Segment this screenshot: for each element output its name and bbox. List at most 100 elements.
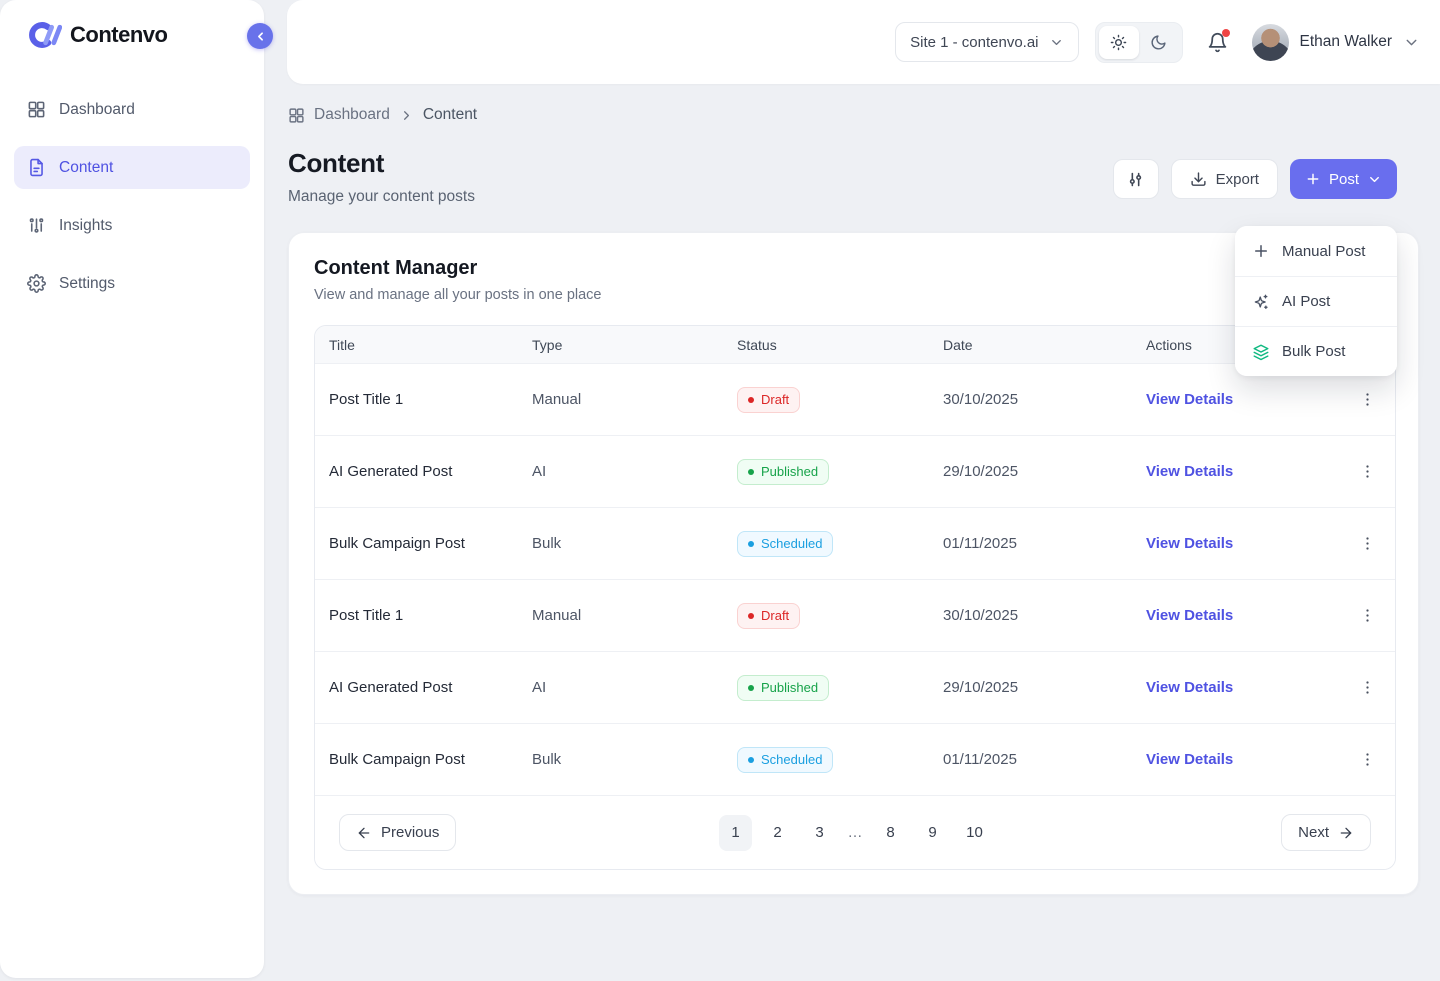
sidebar-item-dashboard[interactable]: Dashboard [14,88,250,131]
menu-item-label: AI Post [1282,293,1331,310]
arrow-right-icon [1338,825,1354,841]
status-badge: Published [737,458,830,485]
bell-icon [1207,32,1228,53]
sidebar-item-label: Content [59,158,114,176]
view-details-link[interactable]: View Details [1146,679,1234,696]
menu-item-manual-post[interactable]: Manual Post [1235,226,1397,276]
status-dot-icon [748,612,754,619]
contenvo-logo-icon [24,20,62,50]
post-button[interactable]: Post [1289,159,1397,199]
arrow-left-icon [356,825,372,841]
row-menu-button[interactable] [1339,607,1395,624]
table-row: AI Generated Post AI Published 29/10/202… [315,435,1395,507]
layers-icon [1252,343,1270,361]
view-details-link[interactable]: View Details [1146,463,1234,480]
page-title: Content [288,148,385,178]
table-row: Bulk Campaign Post Bulk Scheduled 01/11/… [315,723,1395,795]
next-page-button[interactable]: Next [1281,814,1371,851]
kebab-icon [1359,607,1376,624]
status-dot-icon [748,468,754,475]
next-label: Next [1298,824,1329,841]
menu-item-bulk-post[interactable]: Bulk Post [1235,326,1397,376]
column-header-date: Date [943,336,973,353]
chevron-down-icon [1367,172,1382,187]
sidebar-item-content[interactable]: Content [14,146,250,189]
filter-button[interactable] [1112,159,1159,199]
menu-item-label: Manual Post [1282,242,1366,260]
dashboard-grid-icon [288,107,305,124]
post-dropdown-menu: Manual Post AI Post Bulk Post [1235,226,1397,376]
column-header-type: Type [532,336,563,353]
sidebar-item-label: Settings [59,274,116,292]
view-details-link[interactable]: View Details [1146,751,1234,768]
sidebar-item-insights[interactable]: Insights [14,204,250,247]
page-number[interactable]: 9 [928,824,937,841]
page-number[interactable]: 2 [773,824,782,841]
column-header-status: Status [737,336,777,353]
chevron-right-icon [399,108,414,123]
status-dot-icon [748,756,754,763]
status-badge: Scheduled [737,530,834,557]
avatar [1251,23,1289,61]
plus-icon [1252,242,1270,260]
breadcrumb-root[interactable]: Dashboard [314,106,390,123]
chevron-down-icon [1049,35,1064,50]
site-selector-value: Site 1 - contenvo.ai [910,33,1039,51]
view-details-link[interactable]: View Details [1146,607,1234,624]
column-header-actions: Actions [1146,336,1192,353]
chevron-down-icon [1403,34,1420,51]
menu-item-label: Bulk Post [1282,343,1346,360]
plus-icon [1305,171,1321,187]
dashboard-grid-icon [27,100,46,119]
post-type: Bulk [532,751,562,768]
menu-item-ai-post[interactable]: AI Post [1235,276,1397,326]
post-button-label: Post [1328,170,1359,188]
sidebar-collapse-button[interactable] [247,23,273,49]
post-type: Manual [532,607,582,624]
sun-icon [1110,34,1127,51]
topbar: Site 1 - contenvo.ai [287,0,1440,84]
site-selector-dropdown[interactable]: Site 1 - contenvo.ai [895,22,1079,62]
page-header: Content Manage your content posts Export [288,148,1419,206]
breadcrumb: Dashboard Content [288,106,1419,124]
page-number[interactable]: 8 [886,824,895,841]
view-details-link[interactable]: View Details [1146,535,1234,552]
notifications-button[interactable] [1207,28,1230,53]
post-type: AI [532,463,547,480]
posts-table: Title Type Status Date Actions Post Titl… [314,325,1396,870]
page-number[interactable]: 1 [719,814,752,851]
previous-label: Previous [381,824,440,841]
row-menu-button[interactable] [1339,463,1395,480]
kebab-icon [1359,535,1376,552]
export-button[interactable]: Export [1170,159,1278,199]
dark-mode-button[interactable] [1139,26,1179,59]
post-date: 01/11/2025 [943,751,1017,768]
user-menu[interactable]: Ethan Walker [1251,23,1420,61]
status-badge: Draft [737,386,801,413]
light-mode-button[interactable] [1098,25,1139,59]
sidebar: Contenvo Dashboard Content [0,0,273,978]
card-title: Content Manager [314,257,478,279]
previous-page-button[interactable]: Previous [339,814,457,851]
row-menu-button[interactable] [1339,391,1395,408]
table-row: Bulk Campaign Post Bulk Scheduled 01/11/… [315,507,1395,579]
row-menu-button[interactable] [1339,535,1395,552]
column-header-title: Title [329,336,355,353]
sidebar-nav: Dashboard Content Insights Settings [0,88,264,305]
row-menu-button[interactable] [1339,751,1395,768]
post-type: Bulk [532,535,562,552]
sliders-icon [1126,170,1145,189]
post-title: Post Title 1 [329,391,404,408]
sidebar-item-settings[interactable]: Settings [14,262,250,305]
page-number[interactable]: 3 [815,824,824,841]
gear-icon [27,274,46,293]
status-dot-icon [748,684,754,691]
theme-toggle [1094,21,1183,63]
row-menu-button[interactable] [1339,679,1395,696]
view-details-link[interactable]: View Details [1146,391,1234,408]
document-icon [27,158,46,177]
page-number[interactable]: 10 [966,824,983,841]
post-type: AI [532,679,547,696]
post-date: 30/10/2025 [943,607,1019,624]
